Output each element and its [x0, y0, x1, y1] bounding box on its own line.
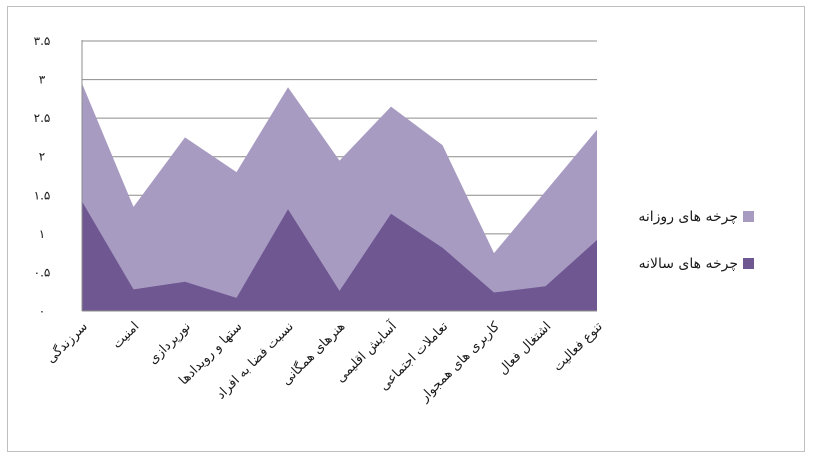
legend-item-1: چرخه های روزانه	[638, 209, 754, 225]
y-tick-label: ۲.۵	[34, 111, 51, 125]
y-axis-tick-labels: ۰ ۰.۵ ۱ ۱.۵ ۲ ۲.۵ ۳ ۳.۵	[34, 34, 51, 318]
y-tick-label: ۳	[39, 73, 46, 87]
legend-swatch	[743, 258, 754, 269]
area-series	[82, 83, 597, 312]
legend-item-2: چرخه های سالانه	[639, 256, 754, 272]
x-category-label: اشتغال فعال	[496, 319, 555, 378]
y-tick-label: ۱.۵	[34, 188, 51, 202]
axes	[81, 40, 597, 312]
y-tick-label: ۰.۵	[34, 265, 51, 279]
x-category-label: تنوع فعالیت	[550, 319, 606, 375]
legend-label: چرخه های سالانه	[639, 256, 738, 272]
y-tick-label: ۱	[39, 227, 45, 241]
y-tick-label: ۲	[39, 150, 45, 164]
legend: چرخه های روزانه چرخه های سالانه	[638, 209, 754, 272]
x-category-label: سرزندگی	[43, 319, 91, 367]
legend-swatch	[743, 211, 754, 222]
y-tick-label: ۳.۵	[34, 34, 51, 48]
x-category-label: نورپردازی	[146, 319, 194, 367]
x-category-label: امنیت	[110, 319, 143, 352]
area-series-2	[82, 201, 597, 311]
y-tick-label: ۰	[39, 304, 45, 318]
legend-label: چرخه های روزانه	[638, 209, 738, 225]
area-series-1	[82, 83, 597, 312]
